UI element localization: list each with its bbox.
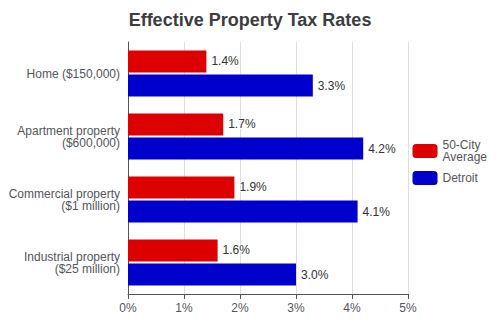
svg-text:Effective Property Tax Rates: Effective Property Tax Rates — [129, 10, 372, 30]
svg-text:Industrial property: Industrial property — [24, 249, 120, 264]
svg-text:4%: 4% — [343, 301, 361, 315]
svg-text:1.6%: 1.6% — [223, 243, 251, 257]
svg-text:1.7%: 1.7% — [228, 117, 256, 131]
svg-text:Apartment property: Apartment property — [17, 123, 120, 138]
svg-text:3.3%: 3.3% — [318, 79, 346, 93]
svg-text:4.1%: 4.1% — [363, 205, 391, 219]
svg-text:50-City: 50-City — [442, 138, 481, 152]
svg-text:1.4%: 1.4% — [211, 54, 239, 68]
svg-text:1%: 1% — [175, 301, 193, 315]
svg-text:($600,000): ($600,000) — [62, 136, 120, 150]
svg-text:Commercial property: Commercial property — [8, 186, 120, 201]
svg-text:3.0%: 3.0% — [301, 268, 329, 282]
svg-text:4.2%: 4.2% — [368, 142, 396, 156]
svg-text:($25 million): ($25 million) — [55, 262, 120, 276]
svg-text:1.9%: 1.9% — [239, 180, 267, 194]
svg-text:2%: 2% — [231, 301, 249, 315]
svg-text:3%: 3% — [287, 301, 305, 315]
svg-text:Home ($150,000): Home ($150,000) — [27, 67, 120, 81]
svg-text:Average: Average — [443, 150, 488, 164]
svg-text:0%: 0% — [119, 301, 137, 315]
svg-text:($1 million): ($1 million) — [61, 199, 120, 213]
svg-text:Detroit: Detroit — [443, 171, 479, 185]
svg-text:5%: 5% — [399, 301, 417, 315]
